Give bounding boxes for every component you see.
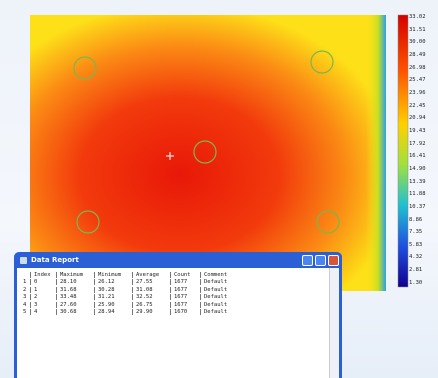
colorbar xyxy=(398,15,408,287)
table-cell: 2 xyxy=(20,287,30,293)
table-cell: 31.21 xyxy=(94,294,132,300)
colorbar-label: 20.94 xyxy=(409,115,437,121)
table-cell: 3 xyxy=(30,302,56,308)
table-cell: Default xyxy=(200,287,240,293)
colorbar-label: 1.30 xyxy=(409,280,437,286)
table-cell: 2 xyxy=(30,294,56,300)
window-buttons xyxy=(302,255,339,266)
colorbar-labels: 33.02 31.51 30.00 28.49 26.98 25.47 23.96 22.45… xyxy=(409,14,437,286)
table-cell: 33.48 xyxy=(56,294,94,300)
table-cell: Default xyxy=(200,302,240,308)
colorbar-label: 31.51 xyxy=(409,27,437,33)
colorbar-label: 33.02 xyxy=(409,14,437,20)
title-bar: Data Report xyxy=(17,252,339,268)
header-cell: Comment xyxy=(200,272,240,278)
table-cell: 28.94 xyxy=(94,309,132,315)
table-cell: 1677 xyxy=(170,279,200,285)
table-cell: 30.28 xyxy=(94,287,132,293)
minimize-button[interactable] xyxy=(302,255,313,266)
maximize-button[interactable] xyxy=(315,255,326,266)
header-cell: Minimum xyxy=(94,272,132,278)
table-cell: 28.10 xyxy=(56,279,94,285)
colorbar-label: 11.88 xyxy=(409,191,437,197)
table-cell: 31.08 xyxy=(132,287,170,293)
colorbar-label: 7.35 xyxy=(409,229,437,235)
table-cell: 29.90 xyxy=(132,309,170,315)
table-cell: 4 xyxy=(20,302,30,308)
colorbar-label: 13.39 xyxy=(409,179,437,185)
colorbar-label: 14.90 xyxy=(409,166,437,172)
table-cell: 1677 xyxy=(170,287,200,293)
table-cell: 1677 xyxy=(170,302,200,308)
thermal-edge xyxy=(366,15,386,291)
header-cell: Maximum xyxy=(56,272,94,278)
colorbar-label: 5.83 xyxy=(409,242,437,248)
table-cell: 31.68 xyxy=(56,287,94,293)
window-title: Data Report xyxy=(31,256,79,264)
table-cell: 26.75 xyxy=(132,302,170,308)
table-cell: 27.55 xyxy=(132,279,170,285)
page: 33.02 31.51 30.00 28.49 26.98 25.47 23.96 22.45… xyxy=(0,0,438,378)
window-icon xyxy=(20,257,27,264)
colorbar-label: 25.47 xyxy=(409,77,437,83)
table-cell: 1 xyxy=(20,279,30,285)
table-cell: Default xyxy=(200,309,240,315)
table-cell: Default xyxy=(200,279,240,285)
colorbar-label: 2.81 xyxy=(409,267,437,273)
scrollbar[interactable] xyxy=(329,268,339,378)
colorbar-label: 23.96 xyxy=(409,90,437,96)
table-cell: 5 xyxy=(20,309,30,315)
colorbar-label: 30.00 xyxy=(409,39,437,45)
colorbar-label: 4.32 xyxy=(409,254,437,260)
header-cell: Count xyxy=(170,272,200,278)
table-cell: Default xyxy=(200,294,240,300)
colorbar-label: 19.43 xyxy=(409,128,437,134)
table-cell: 30.68 xyxy=(56,309,94,315)
table-cell: 0 xyxy=(30,279,56,285)
table-cell: 32.52 xyxy=(132,294,170,300)
colorbar-label: 10.37 xyxy=(409,204,437,210)
table-cell: 1677 xyxy=(170,294,200,300)
colorbar-label: 22.45 xyxy=(409,103,437,109)
colorbar-label: 28.49 xyxy=(409,52,437,58)
table-cell: 1 xyxy=(30,287,56,293)
header-cell: Average xyxy=(132,272,170,278)
colorbar-label: 26.98 xyxy=(409,65,437,71)
close-button[interactable] xyxy=(328,255,339,266)
table-cell: 27.60 xyxy=(56,302,94,308)
table-cell: 3 xyxy=(20,294,30,300)
header-cell: Index xyxy=(30,272,56,278)
thermal-image xyxy=(30,15,386,291)
table-cell: 4 xyxy=(30,309,56,315)
colorbar-label: 8.86 xyxy=(409,217,437,223)
table-cell: 26.12 xyxy=(94,279,132,285)
colorbar-label: 16.41 xyxy=(409,153,437,159)
table-cell: 1670 xyxy=(170,309,200,315)
table-cell: 25.90 xyxy=(94,302,132,308)
colorbar-label: 17.92 xyxy=(409,141,437,147)
